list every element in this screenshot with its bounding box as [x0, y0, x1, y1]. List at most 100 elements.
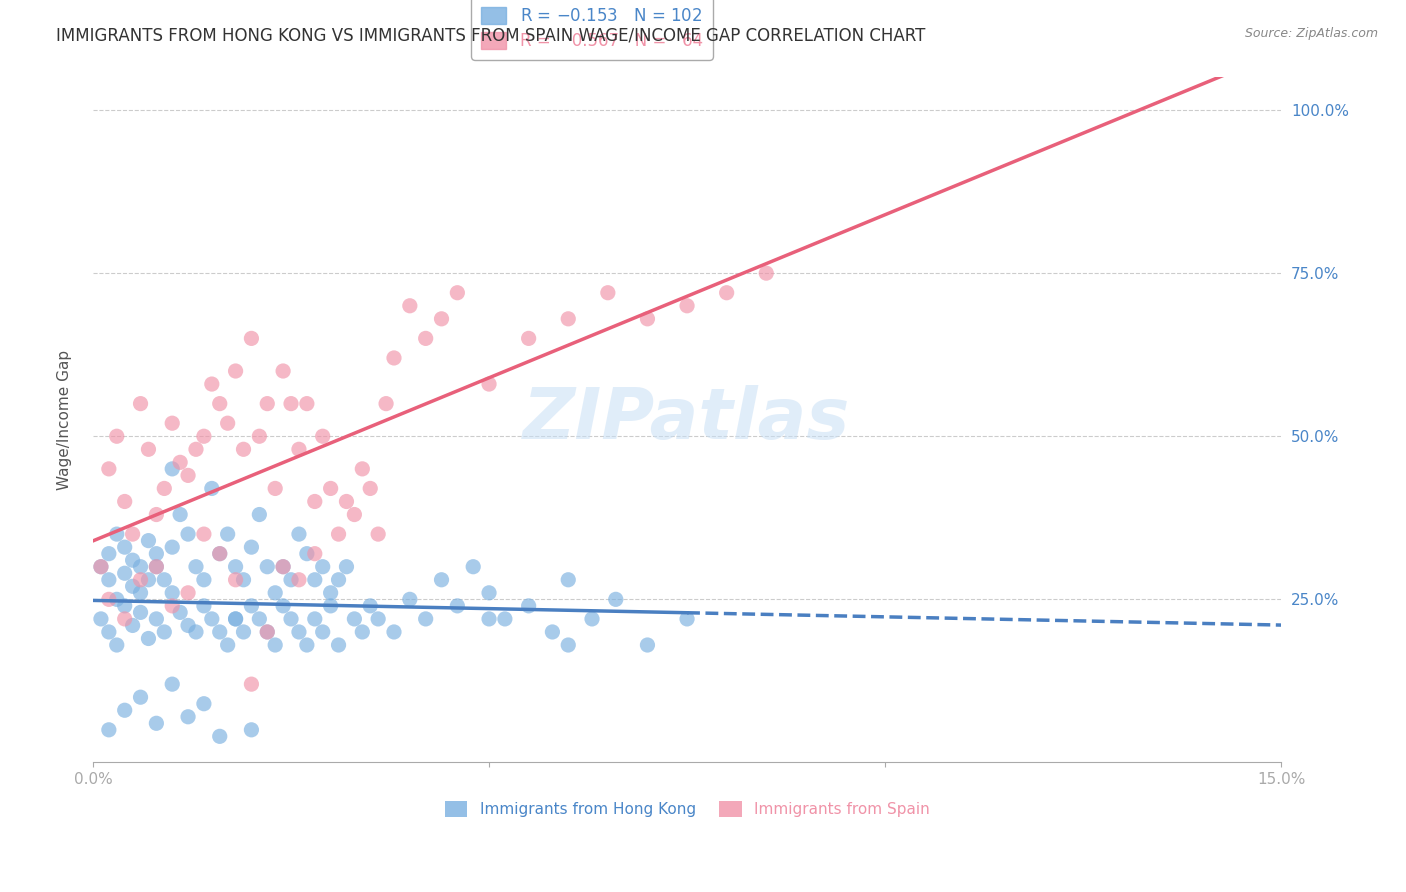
Immigrants from Spain — [90, 559, 112, 574]
Immigrants from Hong Kong — [280, 612, 302, 626]
Immigrants from Hong Kong — [328, 638, 350, 652]
Immigrants from Hong Kong — [256, 559, 278, 574]
Immigrants from Spain — [367, 527, 389, 541]
Immigrants from Spain — [129, 573, 152, 587]
Immigrants from Hong Kong — [129, 606, 152, 620]
Immigrants from Spain — [557, 311, 579, 326]
Immigrants from Hong Kong — [398, 592, 420, 607]
Immigrants from Hong Kong — [160, 677, 183, 691]
Immigrants from Hong Kong — [319, 599, 342, 613]
Immigrants from Hong Kong — [232, 573, 254, 587]
Immigrants from Hong Kong — [208, 729, 231, 743]
Immigrants from Hong Kong — [184, 624, 207, 639]
Immigrants from Spain — [184, 442, 207, 457]
Immigrants from Spain — [177, 586, 200, 600]
Immigrants from Hong Kong — [430, 573, 453, 587]
Immigrants from Hong Kong — [541, 624, 564, 639]
Immigrants from Spain — [225, 573, 247, 587]
Immigrants from Spain — [208, 396, 231, 410]
Immigrants from Hong Kong — [90, 612, 112, 626]
Immigrants from Hong Kong — [676, 612, 699, 626]
Immigrants from Spain — [312, 429, 335, 443]
Immigrants from Hong Kong — [247, 612, 270, 626]
Immigrants from Hong Kong — [225, 612, 247, 626]
Immigrants from Hong Kong — [478, 612, 501, 626]
Immigrants from Spain — [240, 331, 263, 345]
Immigrants from Hong Kong — [97, 723, 120, 737]
Immigrants from Hong Kong — [177, 618, 200, 632]
Immigrants from Hong Kong — [201, 482, 224, 496]
Immigrants from Spain — [256, 396, 278, 410]
Immigrants from Spain — [240, 677, 263, 691]
Immigrants from Hong Kong — [352, 624, 374, 639]
Immigrants from Hong Kong — [335, 559, 357, 574]
Immigrants from Hong Kong — [517, 599, 540, 613]
Immigrants from Hong Kong — [225, 559, 247, 574]
Immigrants from Hong Kong — [446, 599, 468, 613]
Immigrants from Spain — [446, 285, 468, 300]
Immigrants from Spain — [359, 482, 381, 496]
Immigrants from Hong Kong — [138, 573, 160, 587]
Immigrants from Hong Kong — [271, 559, 294, 574]
Immigrants from Hong Kong — [264, 586, 287, 600]
Immigrants from Hong Kong — [160, 462, 183, 476]
Immigrants from Hong Kong — [105, 527, 128, 541]
Immigrants from Hong Kong — [193, 599, 215, 613]
Immigrants from Hong Kong — [114, 566, 136, 581]
Immigrants from Hong Kong — [304, 573, 326, 587]
Immigrants from Hong Kong — [256, 624, 278, 639]
Immigrants from Hong Kong — [169, 508, 191, 522]
Immigrants from Hong Kong — [145, 716, 167, 731]
Immigrants from Hong Kong — [208, 547, 231, 561]
Immigrants from Hong Kong — [557, 638, 579, 652]
Immigrants from Hong Kong — [240, 540, 263, 554]
Immigrants from Spain — [676, 299, 699, 313]
Immigrants from Hong Kong — [177, 527, 200, 541]
Immigrants from Spain — [208, 547, 231, 561]
Legend: Immigrants from Hong Kong, Immigrants from Spain: Immigrants from Hong Kong, Immigrants fr… — [439, 795, 936, 823]
Y-axis label: Wage/Income Gap: Wage/Income Gap — [58, 350, 72, 490]
Immigrants from Hong Kong — [463, 559, 485, 574]
Immigrants from Hong Kong — [478, 586, 501, 600]
Immigrants from Spain — [177, 468, 200, 483]
Immigrants from Hong Kong — [121, 579, 143, 593]
Immigrants from Spain — [160, 599, 183, 613]
Immigrants from Hong Kong — [636, 638, 658, 652]
Immigrants from Spain — [319, 482, 342, 496]
Immigrants from Spain — [375, 396, 398, 410]
Immigrants from Hong Kong — [208, 624, 231, 639]
Immigrants from Hong Kong — [145, 612, 167, 626]
Immigrants from Hong Kong — [169, 606, 191, 620]
Immigrants from Hong Kong — [138, 533, 160, 548]
Immigrants from Spain — [160, 416, 183, 430]
Immigrants from Hong Kong — [557, 573, 579, 587]
Immigrants from Spain — [217, 416, 239, 430]
Immigrants from Hong Kong — [312, 559, 335, 574]
Immigrants from Hong Kong — [90, 559, 112, 574]
Immigrants from Hong Kong — [177, 710, 200, 724]
Immigrants from Spain — [247, 429, 270, 443]
Immigrants from Hong Kong — [138, 632, 160, 646]
Immigrants from Hong Kong — [264, 638, 287, 652]
Text: Source: ZipAtlas.com: Source: ZipAtlas.com — [1244, 27, 1378, 40]
Immigrants from Spain — [398, 299, 420, 313]
Text: ZIPatlas: ZIPatlas — [523, 385, 851, 454]
Immigrants from Hong Kong — [97, 624, 120, 639]
Immigrants from Hong Kong — [153, 624, 176, 639]
Immigrants from Spain — [271, 364, 294, 378]
Immigrants from Hong Kong — [193, 573, 215, 587]
Immigrants from Hong Kong — [494, 612, 516, 626]
Immigrants from Hong Kong — [288, 624, 311, 639]
Immigrants from Hong Kong — [105, 638, 128, 652]
Immigrants from Spain — [193, 429, 215, 443]
Immigrants from Spain — [280, 396, 302, 410]
Immigrants from Spain — [105, 429, 128, 443]
Immigrants from Spain — [129, 396, 152, 410]
Immigrants from Spain — [232, 442, 254, 457]
Immigrants from Spain — [352, 462, 374, 476]
Immigrants from Hong Kong — [581, 612, 603, 626]
Immigrants from Spain — [153, 482, 176, 496]
Immigrants from Spain — [328, 527, 350, 541]
Immigrants from Spain — [755, 266, 778, 280]
Immigrants from Hong Kong — [359, 599, 381, 613]
